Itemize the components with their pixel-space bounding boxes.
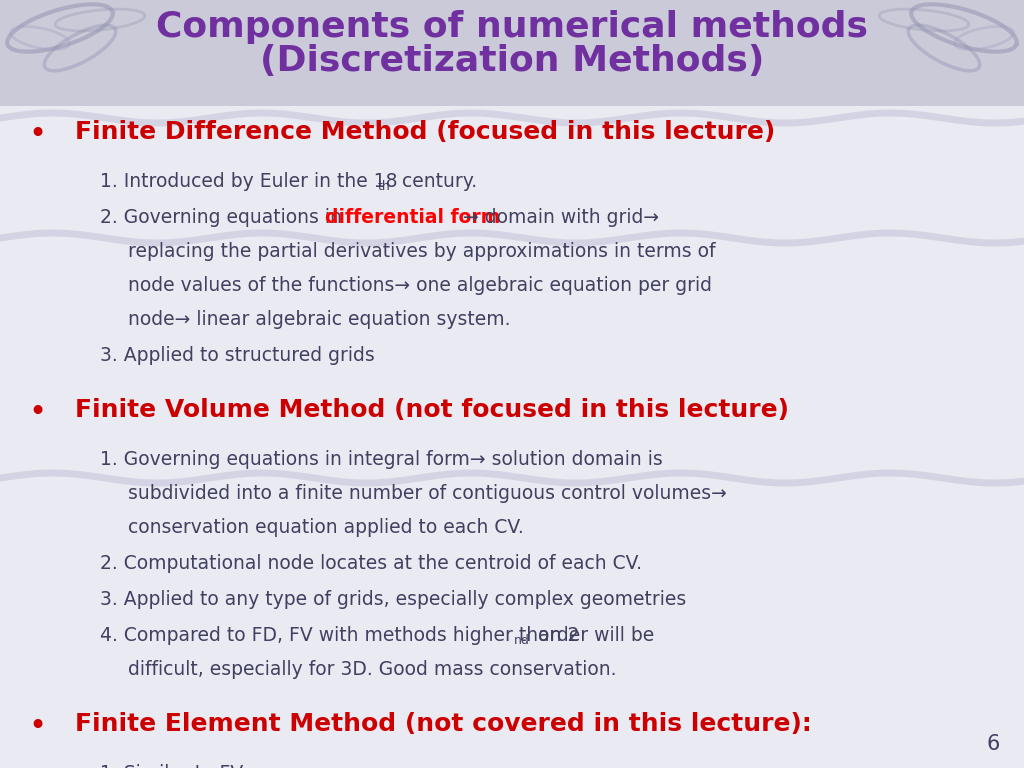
Text: Components of numerical methods: Components of numerical methods bbox=[156, 10, 868, 44]
Text: (Discretization Methods): (Discretization Methods) bbox=[260, 44, 764, 78]
Text: 1. Similar to FV: 1. Similar to FV bbox=[100, 764, 244, 768]
Text: •: • bbox=[28, 398, 46, 427]
Text: 1. Governing equations in integral form→ solution domain is: 1. Governing equations in integral form→… bbox=[100, 450, 663, 469]
Text: th: th bbox=[378, 180, 391, 193]
Text: subdivided into a finite number of contiguous control volumes→: subdivided into a finite number of conti… bbox=[128, 484, 727, 503]
Text: 6: 6 bbox=[987, 734, 1000, 754]
Text: •: • bbox=[28, 120, 46, 149]
Text: replacing the partial derivatives by approximations in terms of: replacing the partial derivatives by app… bbox=[128, 242, 716, 261]
Text: node→ linear algebraic equation system.: node→ linear algebraic equation system. bbox=[128, 310, 511, 329]
Text: 2. Governing equations in: 2. Governing equations in bbox=[100, 208, 348, 227]
Text: differential form: differential form bbox=[325, 208, 501, 227]
Text: 4. Compared to FD, FV with methods higher than 2: 4. Compared to FD, FV with methods highe… bbox=[100, 626, 580, 645]
Text: •: • bbox=[28, 712, 46, 741]
Text: 2. Computational node locates at the centroid of each CV.: 2. Computational node locates at the cen… bbox=[100, 554, 642, 573]
Text: 3. Applied to any type of grids, especially complex geometries: 3. Applied to any type of grids, especia… bbox=[100, 590, 686, 609]
Text: Finite Difference Method (focused in this lecture): Finite Difference Method (focused in thi… bbox=[75, 120, 775, 144]
Text: 1. Introduced by Euler in the 18: 1. Introduced by Euler in the 18 bbox=[100, 172, 397, 191]
Bar bbox=[0, 0, 1024, 106]
Text: → domain with grid→: → domain with grid→ bbox=[463, 208, 659, 227]
Text: Finite Volume Method (not focused in this lecture): Finite Volume Method (not focused in thi… bbox=[75, 398, 790, 422]
Text: node values of the functions→ one algebraic equation per grid: node values of the functions→ one algebr… bbox=[128, 276, 712, 295]
Text: conservation equation applied to each CV.: conservation equation applied to each CV… bbox=[128, 518, 523, 537]
Text: century.: century. bbox=[396, 172, 477, 191]
Text: order will be: order will be bbox=[532, 626, 654, 645]
Bar bbox=[0, 106, 1024, 768]
Text: nd: nd bbox=[514, 634, 529, 647]
Text: 3. Applied to structured grids: 3. Applied to structured grids bbox=[100, 346, 375, 365]
Text: Finite Element Method (not covered in this lecture):: Finite Element Method (not covered in th… bbox=[75, 712, 812, 736]
Text: difficult, especially for 3D. Good mass conservation.: difficult, especially for 3D. Good mass … bbox=[128, 660, 616, 679]
